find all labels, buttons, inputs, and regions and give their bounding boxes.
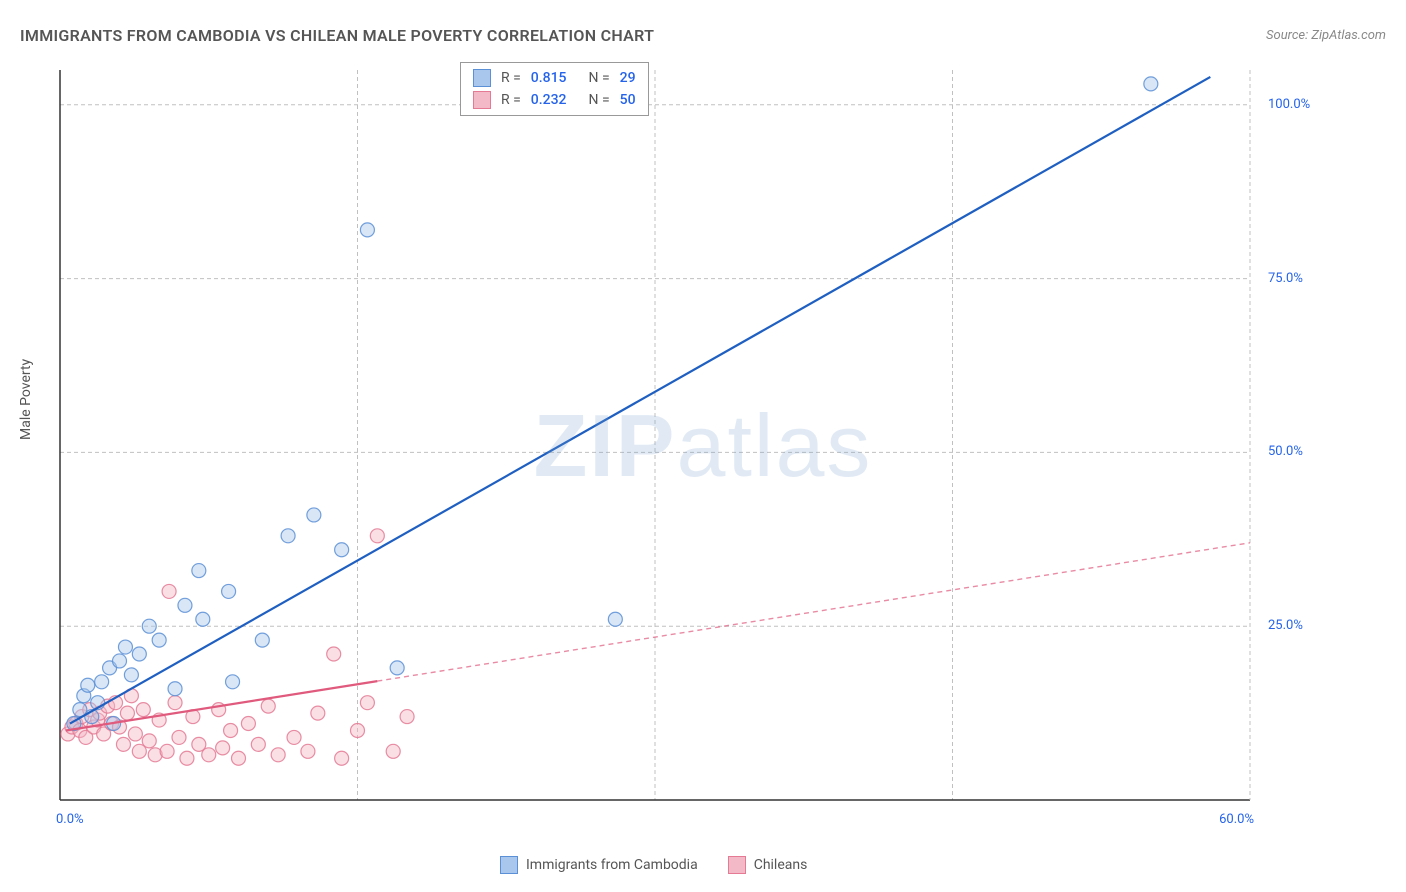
data-point <box>118 640 132 654</box>
stat-r-value: 0.815 <box>531 70 567 86</box>
data-point <box>142 734 156 748</box>
data-point <box>124 668 138 682</box>
data-point <box>261 699 275 713</box>
legend-swatch <box>728 856 746 874</box>
data-point <box>162 584 176 598</box>
data-point <box>390 661 404 675</box>
legend-swatch <box>473 69 491 87</box>
stat-n-label: N = <box>589 70 610 86</box>
series-legend-item: Chileans <box>728 856 808 874</box>
data-point <box>241 717 255 731</box>
data-point <box>335 751 349 765</box>
data-point <box>224 723 238 737</box>
stats-legend-row: R = 0.232 N = 50 <box>473 89 636 111</box>
data-point <box>251 737 265 751</box>
data-point <box>192 564 206 578</box>
data-point <box>1144 77 1158 91</box>
data-point <box>370 529 384 543</box>
axis-tick-label: 50.0% <box>1268 444 1303 459</box>
data-point <box>327 647 341 661</box>
data-point <box>386 744 400 758</box>
data-point <box>287 730 301 744</box>
data-point <box>168 696 182 710</box>
data-point <box>120 706 134 720</box>
data-point <box>180 751 194 765</box>
data-point <box>360 696 374 710</box>
data-point <box>281 529 295 543</box>
chart-title: IMMIGRANTS FROM CAMBODIA VS CHILEAN MALE… <box>20 26 654 45</box>
stat-n-value: 50 <box>620 92 636 108</box>
data-point <box>132 647 146 661</box>
axis-tick-label: 0.0% <box>56 812 84 827</box>
data-point <box>271 748 285 762</box>
data-point <box>400 710 414 724</box>
source-attribution: Source: ZipAtlas.com <box>1266 28 1386 43</box>
data-point <box>142 619 156 633</box>
stat-n-label: N = <box>589 92 610 108</box>
data-point <box>128 727 142 741</box>
legend-swatch <box>500 856 518 874</box>
correlation-stats-legend: R = 0.815 N = 29 R = 0.232 N = 50 <box>460 62 649 116</box>
data-point <box>196 612 210 626</box>
data-point <box>172 730 186 744</box>
data-point <box>255 633 269 647</box>
data-point <box>168 682 182 696</box>
data-point <box>116 737 130 751</box>
data-point <box>360 223 374 237</box>
data-point <box>608 612 622 626</box>
stats-legend-row: R = 0.815 N = 29 <box>473 67 636 89</box>
data-point <box>216 741 230 755</box>
data-point <box>226 675 240 689</box>
data-point <box>222 584 236 598</box>
data-point <box>178 598 192 612</box>
series-legend-label: Chileans <box>754 857 808 873</box>
scatter-plot <box>50 60 1330 840</box>
legend-swatch <box>473 91 491 109</box>
stat-r-value: 0.232 <box>531 92 567 108</box>
data-point <box>113 654 127 668</box>
data-point <box>307 508 321 522</box>
data-point <box>351 723 365 737</box>
data-point <box>311 706 325 720</box>
stat-r-label: R = <box>501 92 521 108</box>
data-point <box>335 543 349 557</box>
data-point <box>301 744 315 758</box>
data-point <box>160 744 174 758</box>
stat-n-value: 29 <box>620 70 636 86</box>
axis-tick-label: 100.0% <box>1268 97 1310 112</box>
data-point <box>136 703 150 717</box>
data-point <box>202 748 216 762</box>
data-point <box>81 678 95 692</box>
data-point <box>152 633 166 647</box>
regression-line <box>70 77 1210 724</box>
data-point <box>232 751 246 765</box>
data-point <box>95 675 109 689</box>
regression-line-extension <box>377 543 1250 681</box>
axis-tick-label: 25.0% <box>1268 618 1303 633</box>
series-legend-label: Immigrants from Cambodia <box>526 857 698 873</box>
series-legend: Immigrants from Cambodia Chileans <box>500 856 807 874</box>
axis-tick-label: 75.0% <box>1268 271 1303 286</box>
stat-r-label: R = <box>501 70 521 86</box>
series-legend-item: Immigrants from Cambodia <box>500 856 698 874</box>
axis-tick-label: 60.0% <box>1219 812 1254 827</box>
y-axis-label: Male Poverty <box>18 359 34 440</box>
